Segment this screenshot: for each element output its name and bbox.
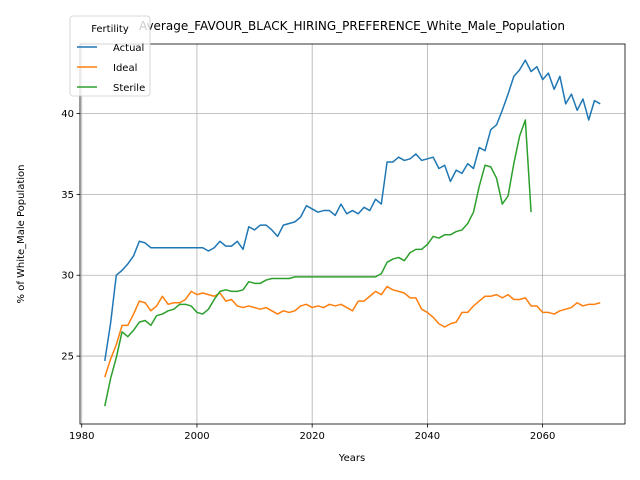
x-tick-label: 2020 bbox=[299, 431, 324, 442]
y-tick-label: 25 bbox=[61, 352, 74, 363]
y-tick-label: 40 bbox=[61, 109, 74, 120]
grid bbox=[80, 44, 625, 424]
y-tick-label: 35 bbox=[61, 190, 74, 201]
axis-ticks: 1980 2000 2020 2040 2060 25 30 35 40 bbox=[61, 109, 555, 442]
series-line-ideal bbox=[104, 285, 601, 378]
x-tick-label: 2040 bbox=[415, 431, 440, 442]
series-line-actual bbox=[104, 59, 601, 362]
legend-label-sterile: Sterile bbox=[113, 83, 145, 94]
x-tick-label: 2060 bbox=[530, 431, 555, 442]
y-tick-label: 30 bbox=[61, 271, 74, 282]
x-axis-label: Years bbox=[338, 453, 365, 464]
legend-box bbox=[69, 15, 151, 97]
legend-title: Fertility bbox=[91, 24, 129, 35]
legend: Fertility Actual Ideal Sterile bbox=[69, 15, 151, 97]
plot-frame bbox=[79, 43, 626, 425]
chart-title: Average_FAVOUR_BLACK_HIRING_PREFERENCE_W… bbox=[139, 19, 565, 33]
x-tick-label: 1980 bbox=[69, 431, 94, 442]
series-line-sterile bbox=[104, 119, 532, 407]
series-lines bbox=[104, 59, 601, 407]
legend-items: Actual Ideal Sterile bbox=[77, 43, 145, 94]
x-tick-label: 2000 bbox=[184, 431, 209, 442]
legend-label-ideal: Ideal bbox=[113, 63, 137, 74]
y-axis-label: % of White_Male Population bbox=[16, 165, 27, 304]
legend-label-actual: Actual bbox=[113, 43, 144, 54]
